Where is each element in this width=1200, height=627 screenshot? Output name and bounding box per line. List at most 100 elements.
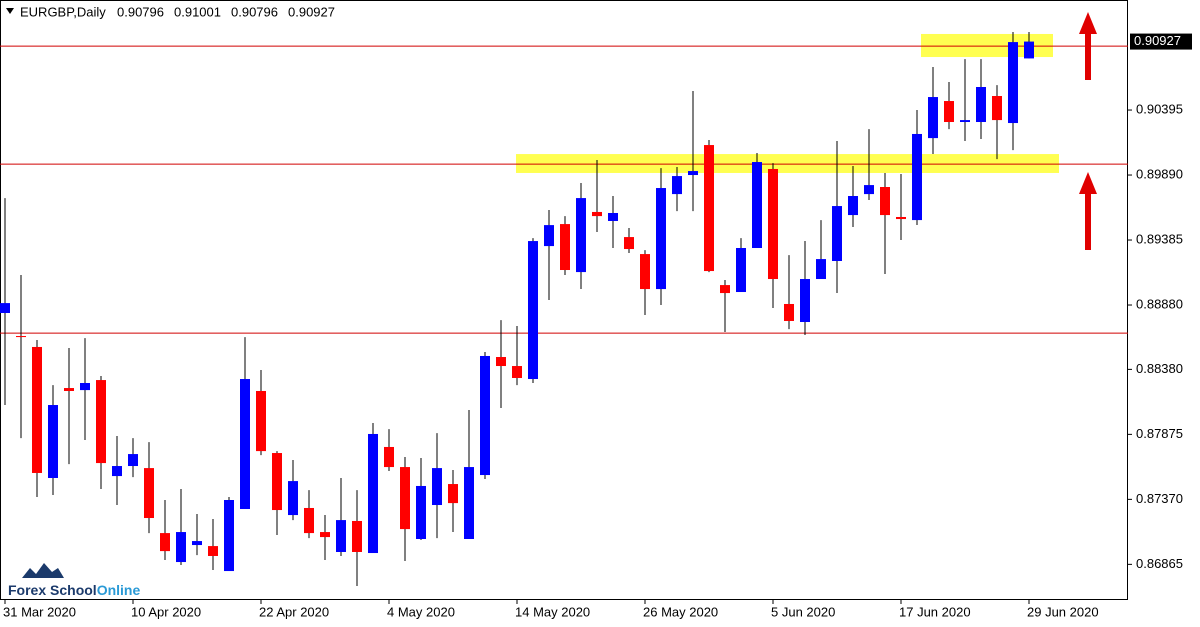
ohlc-high: 0.91001 (174, 4, 221, 19)
menu-triangle (6, 8, 14, 14)
candle-body (608, 212, 618, 221)
candle-body (992, 96, 1002, 121)
arrow-shaft (1085, 32, 1091, 80)
candle-body (928, 97, 938, 139)
candle-body (688, 171, 698, 176)
x-tick-label: 17 Jun 2020 (899, 604, 971, 619)
candle-body (944, 101, 954, 123)
candles (0, 32, 1034, 586)
candle-body (32, 346, 42, 473)
arrow-head (1079, 172, 1097, 194)
y-tick-label: 0.87370 (1136, 491, 1183, 506)
candle-body (672, 176, 682, 195)
symbol-title: EURGBP,Daily (20, 4, 106, 19)
candle-body (176, 532, 186, 563)
candle-body (528, 241, 538, 380)
candle-body (464, 467, 474, 539)
candle-body (368, 433, 378, 554)
x-tick-label: 4 May 2020 (387, 604, 455, 619)
candle-body (48, 405, 58, 478)
candle-body (416, 485, 426, 539)
candle-body (592, 211, 602, 217)
candle-body (832, 206, 842, 262)
candle-body (432, 468, 442, 506)
candle-body (656, 188, 666, 290)
current-price-box (1130, 33, 1192, 50)
y-tick-label: 0.89385 (1136, 231, 1183, 246)
current-price-label: 0.90927 (1134, 33, 1181, 48)
candle-body (976, 87, 986, 123)
y-tick-label: 0.86865 (1136, 556, 1183, 571)
candle-body (816, 259, 826, 280)
x-tick-label: 14 May 2020 (515, 604, 590, 619)
candle-body (512, 366, 522, 378)
arrows (1079, 12, 1097, 250)
candle-body (720, 285, 730, 294)
candle-body (128, 454, 138, 467)
candle-body (864, 185, 874, 195)
arrow-head (1079, 12, 1097, 34)
x-tick-label: 22 Apr 2020 (259, 604, 329, 619)
y-tick-label: 0.88380 (1136, 361, 1183, 376)
x-tick-label: 5 Jun 2020 (771, 604, 835, 619)
zone (516, 154, 1059, 173)
candle-body (752, 162, 762, 249)
y-tick-label: 0.87875 (1136, 426, 1183, 441)
candle-body (272, 453, 282, 511)
ohlc-close: 0.90927 (288, 4, 335, 19)
candle-body (544, 225, 554, 247)
logo-text: Forex SchoolOnline (8, 582, 140, 598)
candle-body (576, 198, 586, 273)
candle-body (80, 383, 90, 391)
candle-body (400, 467, 410, 530)
candle-body (736, 248, 746, 293)
candle-body (880, 187, 890, 216)
logo: Forex SchoolOnline (8, 563, 140, 598)
axes: 31 Mar 2020 10 Apr 2020 22 Apr 2020 4 May 2… (3, 33, 1192, 619)
y-tick-label: 0.89890 (1136, 166, 1183, 181)
candle-body (304, 507, 314, 534)
candle-body (1008, 42, 1018, 124)
candle-body (224, 500, 234, 572)
plot-frame (0, 0, 1128, 600)
logo-icon (22, 563, 64, 578)
arrow-shaft (1085, 192, 1091, 250)
x-tick-label: 26 May 2020 (643, 604, 718, 619)
candle-body (208, 546, 218, 556)
candle-body (448, 484, 458, 504)
y-tick-label: 0.90395 (1136, 101, 1183, 116)
candle-body (64, 388, 74, 391)
logo-brand: Forex School (8, 582, 97, 598)
candle-body (784, 303, 794, 321)
candle-body (336, 520, 346, 552)
candle-body (352, 520, 362, 552)
y-tick-label: 0.88880 (1136, 296, 1183, 311)
x-tick-label: 10 Apr 2020 (131, 604, 201, 619)
candle-body (560, 224, 570, 271)
x-tick-label: 31 Mar 2020 (3, 604, 76, 619)
candle-body (192, 541, 202, 546)
candle-body (320, 532, 330, 538)
candle-body (848, 196, 858, 216)
candle-body (704, 145, 714, 272)
zones (516, 33, 1059, 173)
levels (0, 45, 1128, 334)
candle-body (96, 380, 106, 464)
candle-body (496, 357, 506, 367)
candle-body (0, 303, 10, 313)
candle-body (480, 355, 490, 476)
candle-body (384, 446, 394, 468)
candle-body (912, 133, 922, 221)
candle-body (960, 120, 970, 123)
ohlc-low: 0.90796 (231, 4, 278, 19)
candle-body (768, 168, 778, 280)
candle-body (160, 533, 170, 552)
candle-body (112, 466, 122, 477)
x-tick-label: 29 Jun 2020 (1027, 604, 1099, 619)
candle-body (640, 254, 650, 290)
candle-body (240, 379, 250, 510)
candle-body (800, 279, 810, 323)
candle-body (624, 237, 634, 250)
